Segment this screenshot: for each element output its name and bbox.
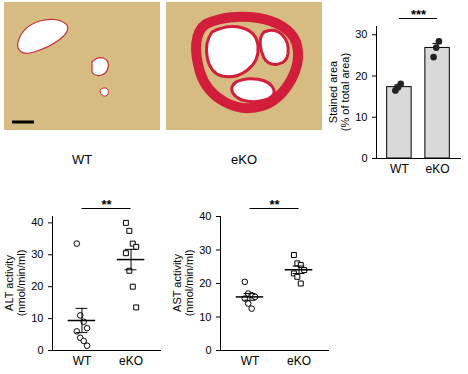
svg-text:10: 10 [355,111,367,123]
svg-text:eKO: eKO [287,354,311,368]
html-text:AST activity (nmol/min/ml): AST activity (nmol/min/ml) [171,249,195,317]
svg-text:0: 0 [205,344,211,356]
svg-text:**: ** [101,197,112,212]
svg-text:30: 30 [355,28,367,40]
svg-text:20: 20 [199,277,211,289]
svg-text:**: ** [269,197,280,212]
svg-text:20: 20 [31,280,43,292]
html-text:ALT activity (nmol/min/ml): ALT activity (nmol/min/ml) [3,249,27,317]
svg-text:40: 40 [199,210,211,222]
svg-text:40: 40 [31,216,43,228]
svg-text:10: 10 [31,312,43,324]
svg-text:0: 0 [37,344,43,356]
svg-text:WT: WT [390,162,409,176]
svg-text:30: 30 [31,248,43,260]
svg-text:***: *** [411,7,427,22]
svg-text:20: 20 [355,70,367,82]
svg-text:10: 10 [199,311,211,323]
svg-text:WT: WT [241,354,260,368]
html-text:Stained area (% of total area): Stained area (% of total area) [327,52,351,132]
svg-text:0: 0 [361,152,367,164]
html-text:eKO: eKO [231,152,257,167]
svg-text:eKO: eKO [119,354,143,368]
svg-text:WT: WT [73,354,92,368]
svg-text:30: 30 [199,244,211,256]
html-text:WT: WT [71,152,93,167]
svg-text:eKO: eKO [426,162,450,176]
